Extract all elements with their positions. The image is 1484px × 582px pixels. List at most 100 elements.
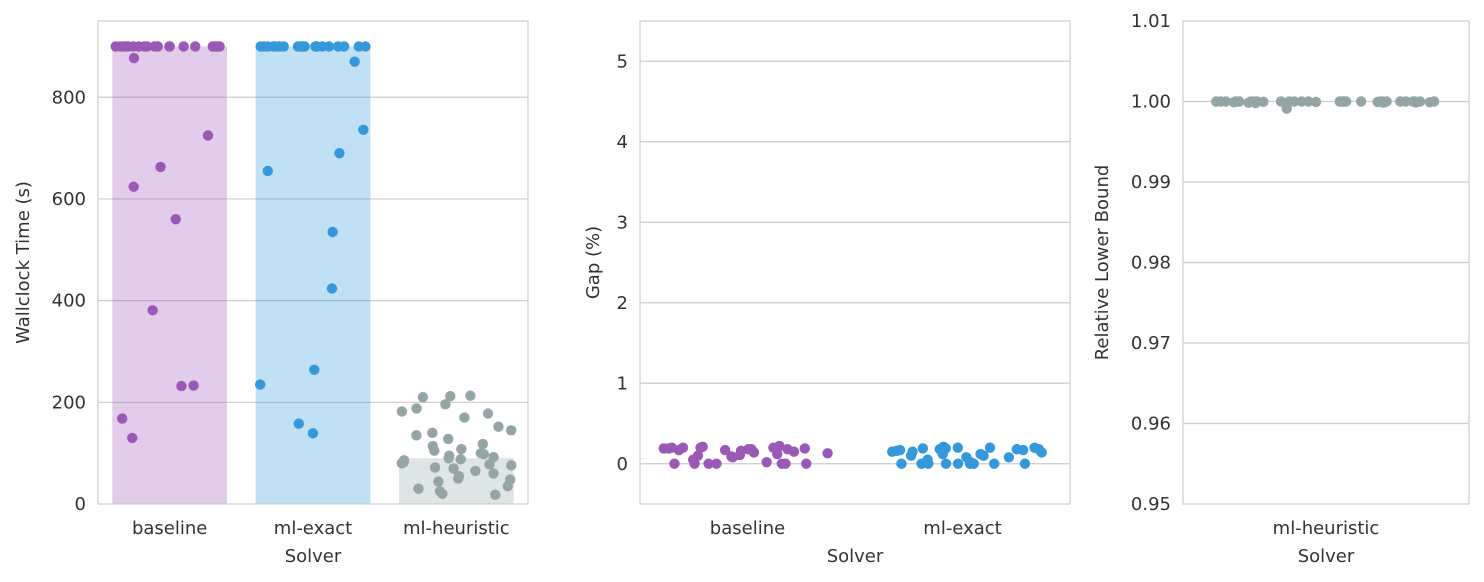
x-tick-label: ml-exact — [274, 518, 352, 539]
data-point — [506, 460, 517, 471]
data-point — [940, 458, 952, 469]
y-tick-label: 0.97 — [1131, 333, 1171, 354]
plot-frame — [1182, 20, 1470, 505]
data-point — [334, 147, 345, 159]
data-point — [178, 41, 189, 52]
x-axis-title: Solver — [285, 546, 342, 567]
data-point — [1310, 96, 1322, 108]
data-point — [455, 454, 466, 465]
data-point — [255, 41, 266, 52]
data-point — [761, 456, 772, 468]
data-point — [429, 462, 441, 473]
bar-baseline — [112, 46, 227, 504]
data-point — [493, 421, 504, 432]
data-point — [190, 41, 201, 52]
chart-panel-1: 0 200 400 600 800 baseline ml-exact ml-heuristi… — [13, 20, 529, 567]
data-point — [734, 449, 746, 461]
data-point — [799, 443, 810, 454]
x-tick-label: ml-heuristic — [1273, 518, 1380, 539]
data-point — [490, 489, 501, 501]
data-point — [663, 443, 674, 454]
y-tick-label: 3 — [617, 212, 628, 233]
data-point — [456, 443, 467, 455]
data-point — [128, 52, 140, 64]
data-point — [116, 413, 128, 424]
y-tick-label: 0 — [617, 454, 628, 475]
y-tick-label: 400 — [52, 291, 86, 312]
y-tick-label: 1 — [617, 373, 628, 394]
bar-ml-exact — [255, 46, 371, 504]
data-point — [427, 427, 438, 439]
data-point — [429, 445, 440, 456]
data-point — [961, 452, 972, 463]
data-point — [711, 458, 722, 469]
data-point — [822, 448, 833, 459]
y-tick-label: 0.95 — [1131, 494, 1171, 515]
data-point — [952, 442, 964, 453]
data-point — [689, 458, 700, 469]
data-point — [358, 124, 369, 136]
data-point — [703, 458, 714, 469]
data-point — [1011, 444, 1023, 455]
x-tick-label: ml-exact — [923, 518, 1001, 539]
data-point — [896, 458, 907, 469]
data-point — [917, 443, 929, 454]
data-point — [719, 444, 731, 456]
data-point — [433, 476, 444, 487]
data-point — [743, 444, 754, 455]
data-point — [907, 446, 918, 457]
data-point — [307, 428, 319, 439]
data-point — [801, 458, 812, 469]
data-point — [326, 283, 338, 294]
x-tick-label: ml-heuristic — [403, 518, 510, 539]
data-point — [411, 430, 422, 441]
data-point — [1381, 96, 1392, 107]
data-point — [396, 406, 408, 417]
data-point — [1258, 96, 1269, 108]
data-point — [360, 41, 371, 52]
data-point — [1400, 96, 1412, 107]
data-point — [293, 418, 304, 429]
data-point — [188, 380, 199, 391]
x-tick-label: baseline — [132, 518, 207, 539]
data-point — [437, 488, 448, 500]
data-point — [922, 454, 933, 465]
data-point — [310, 41, 321, 52]
data-point — [349, 56, 360, 67]
data-point — [669, 458, 680, 469]
y-tick-label: 0.98 — [1131, 253, 1171, 274]
data-point — [1230, 96, 1241, 107]
data-point — [952, 458, 964, 469]
data-point — [788, 446, 800, 457]
data-point — [478, 448, 489, 460]
y-tick-label: 1.00 — [1131, 92, 1171, 113]
y-tick-label: 800 — [52, 87, 86, 108]
data-point — [934, 444, 945, 455]
data-point — [417, 392, 429, 403]
data-point — [309, 364, 320, 375]
y-tick-label: 5 — [617, 51, 628, 72]
data-point — [443, 453, 454, 464]
data-point — [255, 379, 266, 390]
data-point — [327, 226, 338, 238]
data-point — [299, 41, 310, 52]
data-point — [128, 181, 139, 192]
data-point — [1019, 458, 1031, 469]
data-point — [155, 161, 166, 173]
plot-frame — [639, 20, 1071, 505]
data-point — [1428, 96, 1440, 107]
data-point — [726, 451, 737, 462]
data-point — [119, 41, 130, 52]
data-point — [141, 41, 152, 52]
data-point — [207, 41, 219, 52]
data-point — [1414, 96, 1426, 107]
data-point — [470, 465, 481, 477]
data-point — [262, 165, 273, 177]
data-point — [488, 468, 499, 479]
data-point — [411, 403, 422, 414]
data-point — [1303, 96, 1314, 107]
data-point — [164, 41, 175, 52]
y-tick-label: 600 — [52, 189, 86, 210]
data-point — [984, 442, 996, 453]
